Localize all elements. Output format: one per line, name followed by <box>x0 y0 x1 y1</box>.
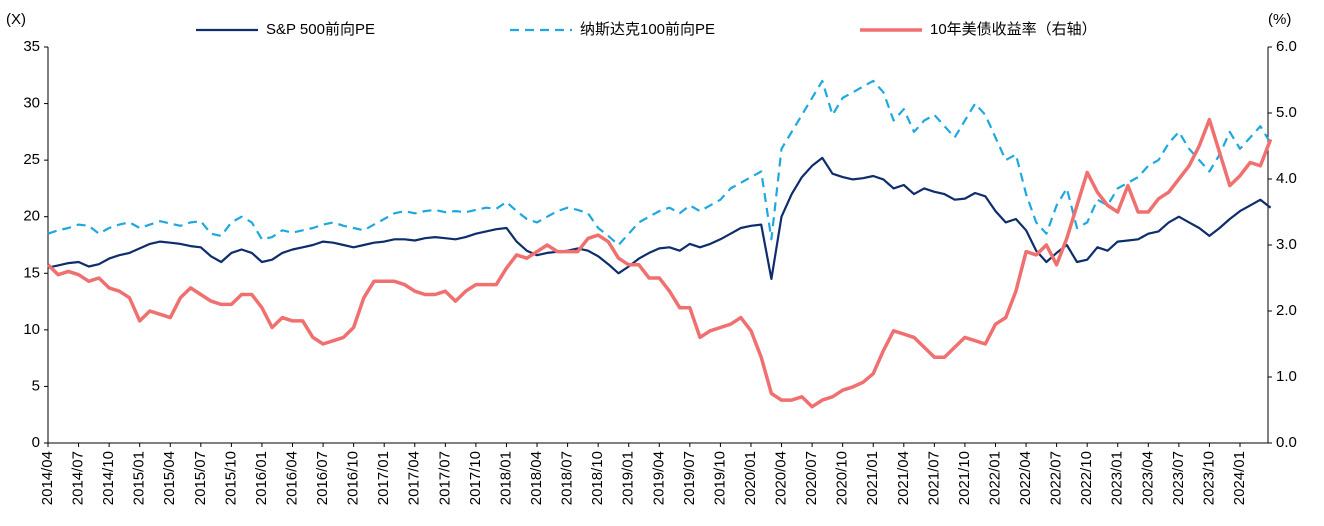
y-tick-label: 35 <box>23 38 40 55</box>
y2-axis-label: (%) <box>1268 11 1291 28</box>
x-tick-label: 2023/01 <box>1109 451 1126 505</box>
x-tick-label: 2021/07 <box>925 451 942 505</box>
y-axis-label: (X) <box>6 11 26 28</box>
x-tick-label: 2019/04 <box>650 451 667 505</box>
y2-tick-label: 5.0 <box>1276 104 1297 121</box>
x-tick-label: 2017/04 <box>406 451 423 505</box>
y2-tick-label: 0.0 <box>1276 434 1297 451</box>
x-tick-label: 2016/10 <box>345 451 362 505</box>
x-tick-label: 2017/07 <box>436 451 453 505</box>
series-line <box>46 117 1273 409</box>
x-tick-label: 2022/10 <box>1078 451 1095 505</box>
y2-tick-label: 2.0 <box>1276 302 1297 319</box>
x-tick-label: 2017/01 <box>375 451 392 505</box>
y-tick-label: 30 <box>23 95 40 112</box>
x-tick-label: 2019/10 <box>711 451 728 505</box>
series-line <box>47 79 1272 247</box>
x-tick-label: 2022/07 <box>1048 451 1065 505</box>
x-tick-label: 2014/07 <box>70 451 87 505</box>
y2-tick-label: 3.0 <box>1276 236 1297 253</box>
y-tick-label: 10 <box>23 321 40 338</box>
x-tick-label: 2021/01 <box>864 451 881 505</box>
x-tick-label: 2015/04 <box>161 451 178 505</box>
x-tick-label: 2019/07 <box>681 451 698 505</box>
y-tick-label: 20 <box>23 208 40 225</box>
y-tick-label: 5 <box>32 377 40 394</box>
y-tick-label: 15 <box>23 264 40 281</box>
x-tick-label: 2019/01 <box>620 451 637 505</box>
x-tick-label: 2020/10 <box>834 451 851 505</box>
x-tick-label: 2015/07 <box>192 451 209 505</box>
x-tick-label: 2014/04 <box>39 451 56 505</box>
x-tick-label: 2021/10 <box>956 451 973 505</box>
x-tick-label: 2016/01 <box>253 451 270 505</box>
x-tick-label: 2018/01 <box>497 451 514 505</box>
x-tick-label: 2016/04 <box>283 451 300 505</box>
x-tick-label: 2020/04 <box>773 451 790 505</box>
legend-label: 10年美债收益率（右轴） <box>930 21 1097 38</box>
y2-tick-label: 1.0 <box>1276 368 1297 385</box>
x-tick-label: 2022/04 <box>1017 451 1034 505</box>
x-tick-label: 2017/10 <box>467 451 484 505</box>
x-tick-label: 2018/10 <box>589 451 606 505</box>
y-tick-label: 25 <box>23 151 40 168</box>
x-tick-label: 2022/01 <box>986 451 1003 505</box>
y-tick-label: 0 <box>32 434 40 451</box>
x-tick-label: 2018/07 <box>559 451 576 505</box>
x-tick-label: 2020/01 <box>742 451 759 505</box>
x-tick-label: 2020/07 <box>803 451 820 505</box>
x-tick-label: 2016/07 <box>314 451 331 505</box>
x-tick-label: 2014/10 <box>100 451 117 505</box>
y2-tick-label: 6.0 <box>1276 38 1297 55</box>
y2-tick-label: 4.0 <box>1276 170 1297 187</box>
x-tick-label: 2018/04 <box>528 451 545 505</box>
x-tick-label: 2015/10 <box>222 451 239 505</box>
x-tick-label: 2023/04 <box>1139 451 1156 505</box>
x-tick-label: 2024/01 <box>1231 451 1248 505</box>
series-line <box>47 156 1272 280</box>
x-tick-label: 2023/07 <box>1170 451 1187 505</box>
x-tick-label: 2021/04 <box>895 451 912 505</box>
x-tick-label: 2023/10 <box>1200 451 1217 505</box>
legend-label: 纳斯达克100前向PE <box>580 21 715 38</box>
x-tick-label: 2015/01 <box>131 451 148 505</box>
legend-label: S&P 500前向PE <box>266 21 375 38</box>
